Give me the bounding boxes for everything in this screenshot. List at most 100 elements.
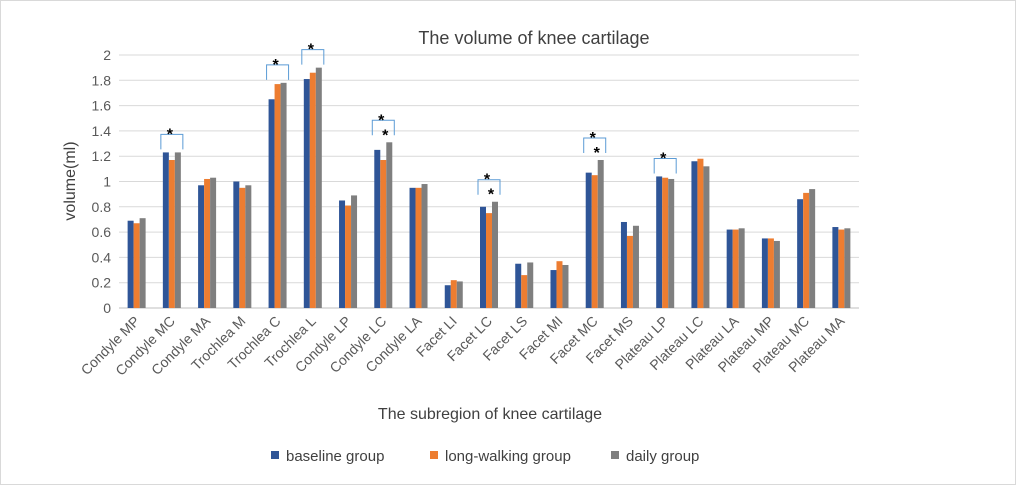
significance-bracket: [160, 133, 184, 150]
y-tick-label: 1.4: [92, 123, 112, 139]
bar-daily-group: [456, 281, 463, 308]
bar-long-walking-group: [838, 229, 845, 308]
bar-daily-group: [738, 228, 745, 308]
significance-star: *: [590, 130, 597, 147]
y-tick-label: 1.2: [92, 148, 112, 164]
legend-swatch: [271, 451, 279, 459]
bar-long-walking-group: [767, 238, 774, 308]
bar-daily-group: [210, 177, 217, 308]
bar-long-walking-group: [345, 205, 352, 308]
chart-title: The volume of knee cartilage: [418, 28, 649, 48]
significance-star: *: [308, 42, 315, 59]
bar-daily-group: [315, 67, 322, 309]
y-tick-label: 2: [103, 47, 111, 63]
legend: baseline group long-walking group daily gr…: [271, 448, 699, 465]
legend-label: long-walking group: [445, 448, 571, 465]
bar-daily-group: [527, 262, 534, 308]
bar-daily-group: [492, 201, 498, 308]
bar-baseline-group: [620, 221, 627, 308]
bar-baseline-group: [162, 152, 169, 308]
significance-star: *: [594, 145, 601, 162]
bar-daily-group: [668, 178, 675, 308]
bar-baseline-group: [303, 79, 310, 308]
bar-long-walking-group: [591, 175, 598, 308]
bar-baseline-group: [268, 99, 275, 309]
bar-long-walking-group: [521, 275, 528, 308]
significance-star: *: [488, 187, 495, 204]
bar-baseline-group: [127, 220, 134, 308]
bar-baseline-group: [691, 161, 698, 308]
bar-long-walking-group: [309, 72, 316, 309]
significance-star: *: [382, 127, 389, 144]
bar-daily-group: [245, 185, 252, 308]
bar-long-walking-group: [168, 159, 175, 308]
bars: [127, 67, 851, 309]
y-tick-label: 0.2: [92, 275, 112, 291]
bar-long-walking-group: [662, 177, 669, 308]
bar-baseline-group: [550, 270, 557, 308]
bar-baseline-group: [374, 149, 381, 308]
significance-star: *: [378, 112, 385, 129]
significance-star: *: [167, 126, 174, 143]
bar-baseline-group: [198, 185, 205, 308]
significance-bracket: [266, 64, 290, 80]
y-tick-label: 0.4: [92, 249, 112, 265]
bar-daily-group: [809, 189, 816, 308]
bar-baseline-group: [480, 206, 486, 308]
y-tick-label: 1: [103, 174, 111, 190]
bar-baseline-group: [726, 229, 733, 308]
bar-long-walking-group: [450, 280, 457, 308]
significance-star: *: [272, 57, 279, 74]
significance-bracket: [653, 157, 677, 174]
bar-long-walking-group: [556, 261, 563, 308]
bar-daily-group: [139, 218, 146, 308]
legend-swatch: [430, 451, 438, 459]
bar-daily-group: [844, 228, 851, 308]
bar-baseline-group: [761, 238, 768, 308]
bar-baseline-group: [515, 263, 522, 308]
significance-bracket: [583, 137, 607, 153]
legend-swatch: [611, 451, 619, 459]
significance-star: *: [660, 150, 667, 167]
bar-baseline-group: [585, 172, 592, 308]
bar-long-walking-group: [380, 159, 387, 308]
bar-daily-group: [703, 166, 710, 308]
bar-daily-group: [562, 264, 569, 308]
bar-daily-group: [174, 152, 181, 308]
bar-daily-group: [386, 142, 393, 308]
y-tick-label: 0: [103, 300, 111, 316]
bar-baseline-group: [832, 227, 839, 308]
y-axis-ticks: 0 0.2 0.4 0.6 0.8 1 1.2 1.4 1.6 1.8 2: [92, 47, 112, 316]
bar-daily-group: [632, 225, 639, 308]
bar-daily-group: [280, 82, 287, 308]
significance-bracket: [477, 179, 501, 195]
y-tick-label: 1.6: [92, 98, 112, 114]
bar-long-walking-group: [697, 158, 704, 308]
significance-bracket: [371, 119, 395, 136]
bar-long-walking-group: [204, 178, 211, 308]
significance-markers: ********* *: [160, 42, 677, 204]
y-tick-label: 1.8: [92, 72, 112, 88]
y-axis-title: volume(ml): [62, 141, 79, 220]
bar-long-walking-group: [239, 187, 246, 308]
bar-daily-group: [773, 240, 780, 308]
legend-label: baseline group: [286, 448, 384, 465]
bar-long-walking-group: [486, 213, 492, 308]
bar-baseline-group: [444, 285, 451, 308]
bar-baseline-group: [339, 200, 346, 308]
bar-long-walking-group: [626, 235, 633, 308]
bar-baseline-group: [233, 181, 240, 308]
y-tick-label: 0.8: [92, 199, 112, 215]
legend-label: daily group: [626, 448, 699, 465]
significance-star: *: [484, 172, 491, 189]
y-tick-label: 0.6: [92, 224, 112, 240]
bar-daily-group: [351, 195, 358, 308]
bar-long-walking-group: [274, 84, 281, 308]
bar-baseline-group: [656, 176, 663, 308]
x-axis-title: The subregion of knee cartilage: [378, 406, 602, 423]
bar-baseline-group: [409, 187, 416, 308]
bar-long-walking-group: [732, 229, 739, 308]
